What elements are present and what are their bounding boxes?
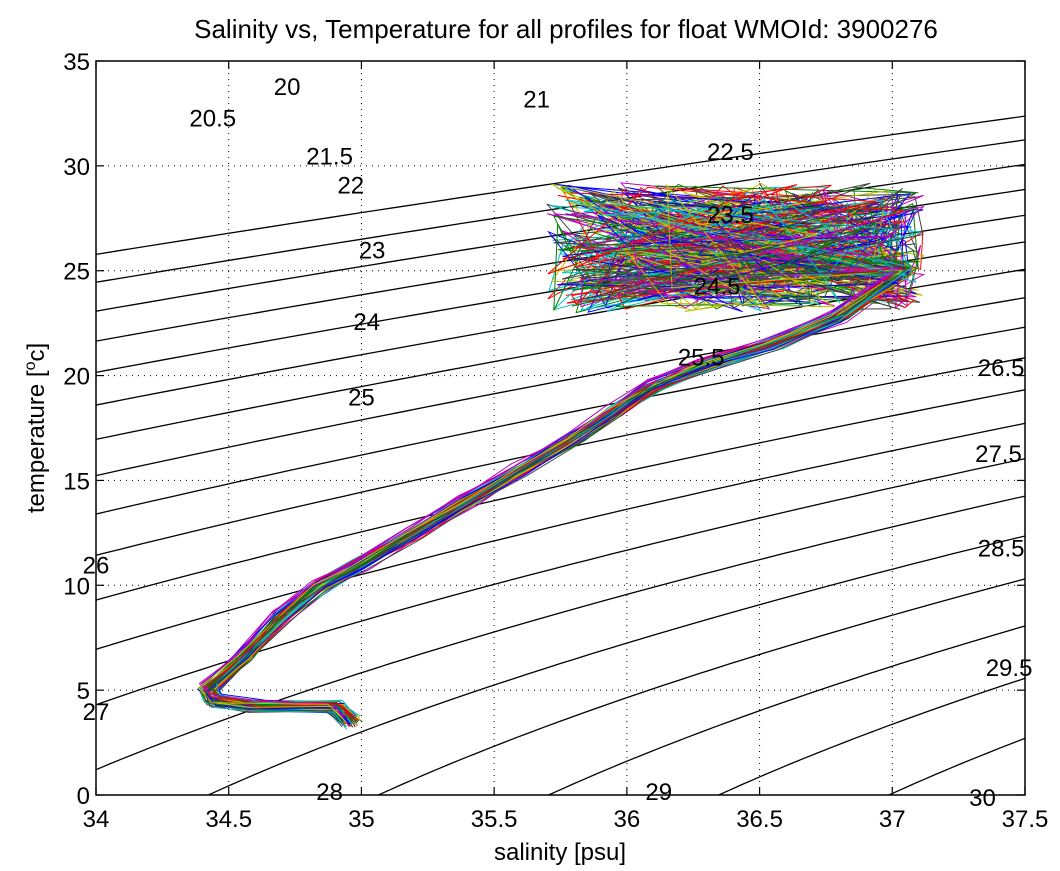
contour-label: 26.5: [978, 355, 1025, 382]
y-tick-label: 5: [77, 678, 90, 705]
x-tick-label: 34.5: [205, 806, 252, 833]
contour-label: 28.5: [978, 536, 1025, 563]
profile-line: [198, 205, 925, 718]
density-contour: [96, 241, 1025, 406]
x-tick-label: 37: [879, 806, 906, 833]
y-axis-label-degree: o: [22, 361, 39, 370]
density-contour: [96, 495, 1025, 771]
contour-label: 27.5: [975, 441, 1022, 468]
density-contour: [96, 357, 1025, 556]
density-contour: [96, 163, 1025, 312]
y-tick-label: 25: [63, 259, 90, 286]
density-contour: [96, 115, 1025, 256]
x-tick-label: 35: [348, 806, 375, 833]
contour-label: 30: [969, 785, 996, 812]
y-axis-label: temperature [oc]: [22, 343, 50, 513]
y-tick-label: 15: [63, 468, 90, 495]
contour-label: 21.5: [306, 143, 353, 170]
x-tick-label: 37.5: [1002, 806, 1049, 833]
x-tick-label: 36: [614, 806, 641, 833]
x-tick-label: 35.5: [471, 806, 518, 833]
density-contour: [887, 737, 1025, 795]
contour-label: 29: [645, 779, 672, 806]
y-tick-labels: 0 5 10 15 20 25 30 35: [63, 49, 90, 810]
profile-line: [208, 206, 913, 722]
axis-ticks: [95, 60, 1026, 796]
profile-line: [215, 191, 922, 718]
y-tick-label: 30: [63, 154, 90, 181]
density-contour: [96, 214, 1025, 374]
density-contour: [96, 188, 1025, 342]
profile-line: [203, 192, 900, 719]
chart-title: Salinity vs, Temperature for all profile…: [194, 14, 938, 44]
contour-label: 21: [523, 87, 550, 114]
contour-label: 22.5: [707, 139, 754, 166]
density-contour: [96, 389, 1025, 601]
x-tick-labels: 34 34.5 35 35.5 36 36.5 37 37.5: [83, 806, 1049, 833]
y-tick-label: 0: [77, 783, 90, 810]
contour-label: 28: [316, 779, 343, 806]
contour-labels: 2020.52121.52222.52323.52424.52525.52626…: [83, 74, 1033, 812]
density-contour: [547, 625, 1025, 795]
x-axis-label: salinity [psu]: [494, 839, 626, 866]
y-tick-label: 35: [63, 49, 90, 76]
density-contours: [96, 115, 1025, 795]
y-axis-label-main: temperature [: [23, 370, 50, 513]
density-contour: [96, 268, 1025, 441]
density-contour: [96, 297, 1025, 477]
contour-label: 23: [359, 238, 386, 265]
y-tick-label: 10: [63, 573, 90, 600]
density-contour: [96, 139, 1025, 283]
contour-label: 25: [348, 385, 375, 412]
density-contour: [96, 458, 1025, 706]
contour-label: 22: [337, 173, 364, 200]
profile-line: [212, 184, 916, 727]
x-tick-label: 34: [83, 806, 110, 833]
density-contour: [96, 326, 1025, 515]
contour-label: 24.5: [694, 273, 741, 300]
density-contour: [717, 677, 1025, 795]
contour-label: 20.5: [189, 106, 236, 133]
float-profiles: [196, 182, 926, 730]
profile-line: [204, 196, 924, 724]
y-axis-label-unit: c]: [23, 343, 50, 362]
density-contour: [376, 578, 1025, 795]
density-contour: [206, 535, 1025, 795]
y-tick-label: 20: [63, 364, 90, 391]
profile-line: [203, 184, 904, 720]
plot-frame: [95, 60, 1026, 796]
contour-label: 20: [274, 74, 301, 101]
x-tick-label: 36.5: [736, 806, 783, 833]
contour-label: 24: [353, 309, 380, 336]
contour-label: 23.5: [707, 202, 754, 229]
contour-label: 25.5: [678, 345, 725, 372]
